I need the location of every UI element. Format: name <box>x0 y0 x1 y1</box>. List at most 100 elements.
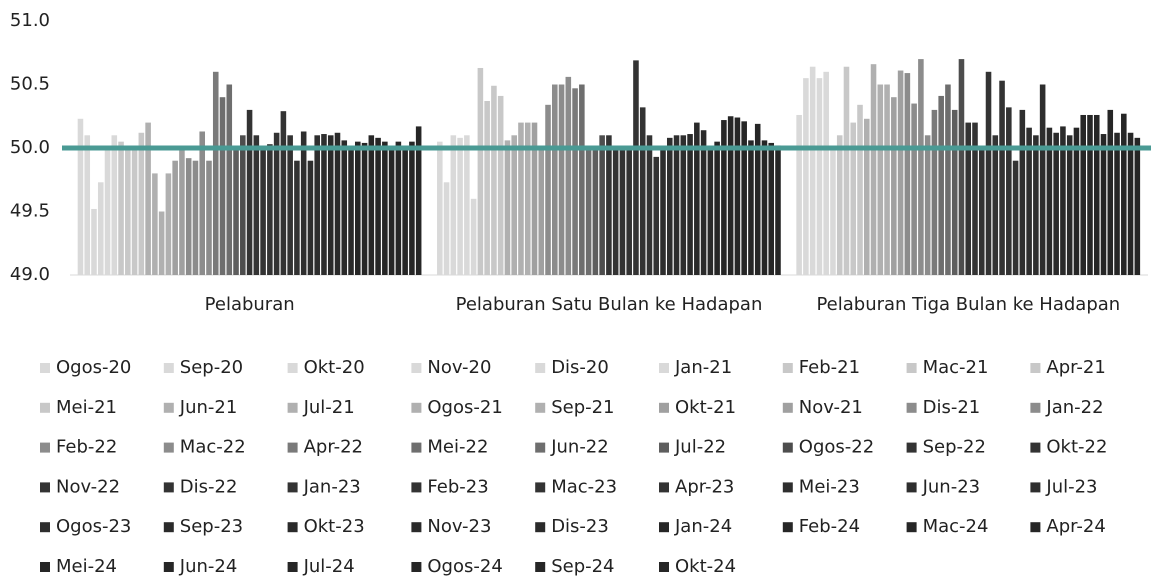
bar <box>748 140 754 275</box>
legend-label: Sep-22 <box>923 437 986 458</box>
bar <box>504 140 511 275</box>
bar <box>1066 135 1073 275</box>
bar <box>341 140 348 275</box>
bar <box>1046 127 1053 276</box>
bar <box>300 131 307 275</box>
bar <box>978 148 985 275</box>
legend-marker <box>782 363 793 373</box>
bar <box>267 144 273 275</box>
legend-marker <box>287 522 298 533</box>
legend-label: Dis-22 <box>180 476 238 497</box>
bar <box>904 73 911 275</box>
legend-marker <box>287 562 298 572</box>
bar <box>118 141 124 275</box>
legend-marker <box>163 562 174 572</box>
bar <box>870 64 877 276</box>
bar <box>843 66 850 275</box>
legend-label: Apr-22 <box>304 437 363 458</box>
bar <box>891 97 897 275</box>
y-tick-label: 51.0 <box>10 10 50 31</box>
bar <box>768 142 775 275</box>
bar <box>918 59 924 275</box>
legend-label: Sep-24 <box>551 556 614 577</box>
legend-marker <box>40 442 50 453</box>
legend-label: Apr-21 <box>1046 357 1105 378</box>
legend-marker <box>535 363 546 373</box>
bar <box>314 135 320 275</box>
bar <box>714 141 720 275</box>
bar <box>992 135 999 275</box>
legend-label: Jan-21 <box>674 357 732 378</box>
bar <box>633 60 639 276</box>
bar <box>1033 135 1039 275</box>
legend-label: Feb-23 <box>427 476 488 497</box>
bar <box>395 141 402 275</box>
legend-label: Okt-21 <box>675 397 736 418</box>
legend-marker <box>659 363 669 373</box>
bar <box>796 114 802 275</box>
bar <box>680 135 687 275</box>
bar <box>619 148 626 275</box>
bar <box>497 95 504 276</box>
legend-marker <box>1030 522 1041 533</box>
bar <box>415 126 422 275</box>
bar <box>626 148 632 275</box>
bar <box>639 107 646 275</box>
legend-marker <box>782 482 793 493</box>
bar <box>823 71 829 275</box>
bar <box>1093 114 1100 275</box>
y-tick-label: 50.5 <box>10 74 50 95</box>
x-tick-label: Pelaburan Satu Bulan ke Hadapan <box>456 294 763 315</box>
legend-marker <box>40 482 50 493</box>
bar <box>592 148 599 275</box>
bar <box>552 84 558 275</box>
legend-label: Jun-22 <box>550 437 609 458</box>
bar <box>1121 113 1127 276</box>
legend-label: Jan-23 <box>303 476 361 497</box>
bar <box>653 156 660 275</box>
bar <box>464 135 470 275</box>
bar <box>646 135 653 275</box>
bar <box>524 122 531 275</box>
bar <box>1127 132 1134 275</box>
bar <box>803 78 809 276</box>
bar <box>754 123 761 276</box>
legend-marker <box>659 522 669 533</box>
bar <box>511 135 517 275</box>
legend-marker <box>906 522 917 533</box>
bar <box>1039 84 1046 275</box>
legend-label: Jun-21 <box>179 397 238 418</box>
bar <box>707 148 714 275</box>
bar <box>836 135 843 275</box>
bar <box>361 142 368 275</box>
bar <box>402 148 408 275</box>
legend-label: Mei-21 <box>56 397 117 418</box>
bar <box>972 122 978 275</box>
bar <box>145 122 151 275</box>
legend-marker <box>659 402 669 413</box>
legend-marker <box>287 482 298 493</box>
bar <box>572 88 578 275</box>
legend-marker <box>535 522 546 533</box>
bar <box>172 160 178 275</box>
legend-label: Jan-24 <box>674 516 732 537</box>
legend-label: Okt-22 <box>1046 437 1107 458</box>
bar <box>700 130 707 275</box>
bar <box>375 137 381 275</box>
bar <box>1087 114 1093 275</box>
bar <box>226 84 233 275</box>
legend-marker <box>782 522 793 533</box>
bar <box>857 104 863 275</box>
legend-marker <box>1030 402 1041 413</box>
bar <box>253 135 260 275</box>
bar <box>518 122 524 275</box>
legend-marker <box>659 482 669 493</box>
legend-marker <box>411 402 422 413</box>
bar <box>477 67 484 276</box>
bar <box>131 148 138 275</box>
bar <box>727 116 734 275</box>
legend-label: Ogos-23 <box>56 516 131 537</box>
bar <box>965 122 972 275</box>
x-tick-label: Pelaburan <box>205 294 295 315</box>
